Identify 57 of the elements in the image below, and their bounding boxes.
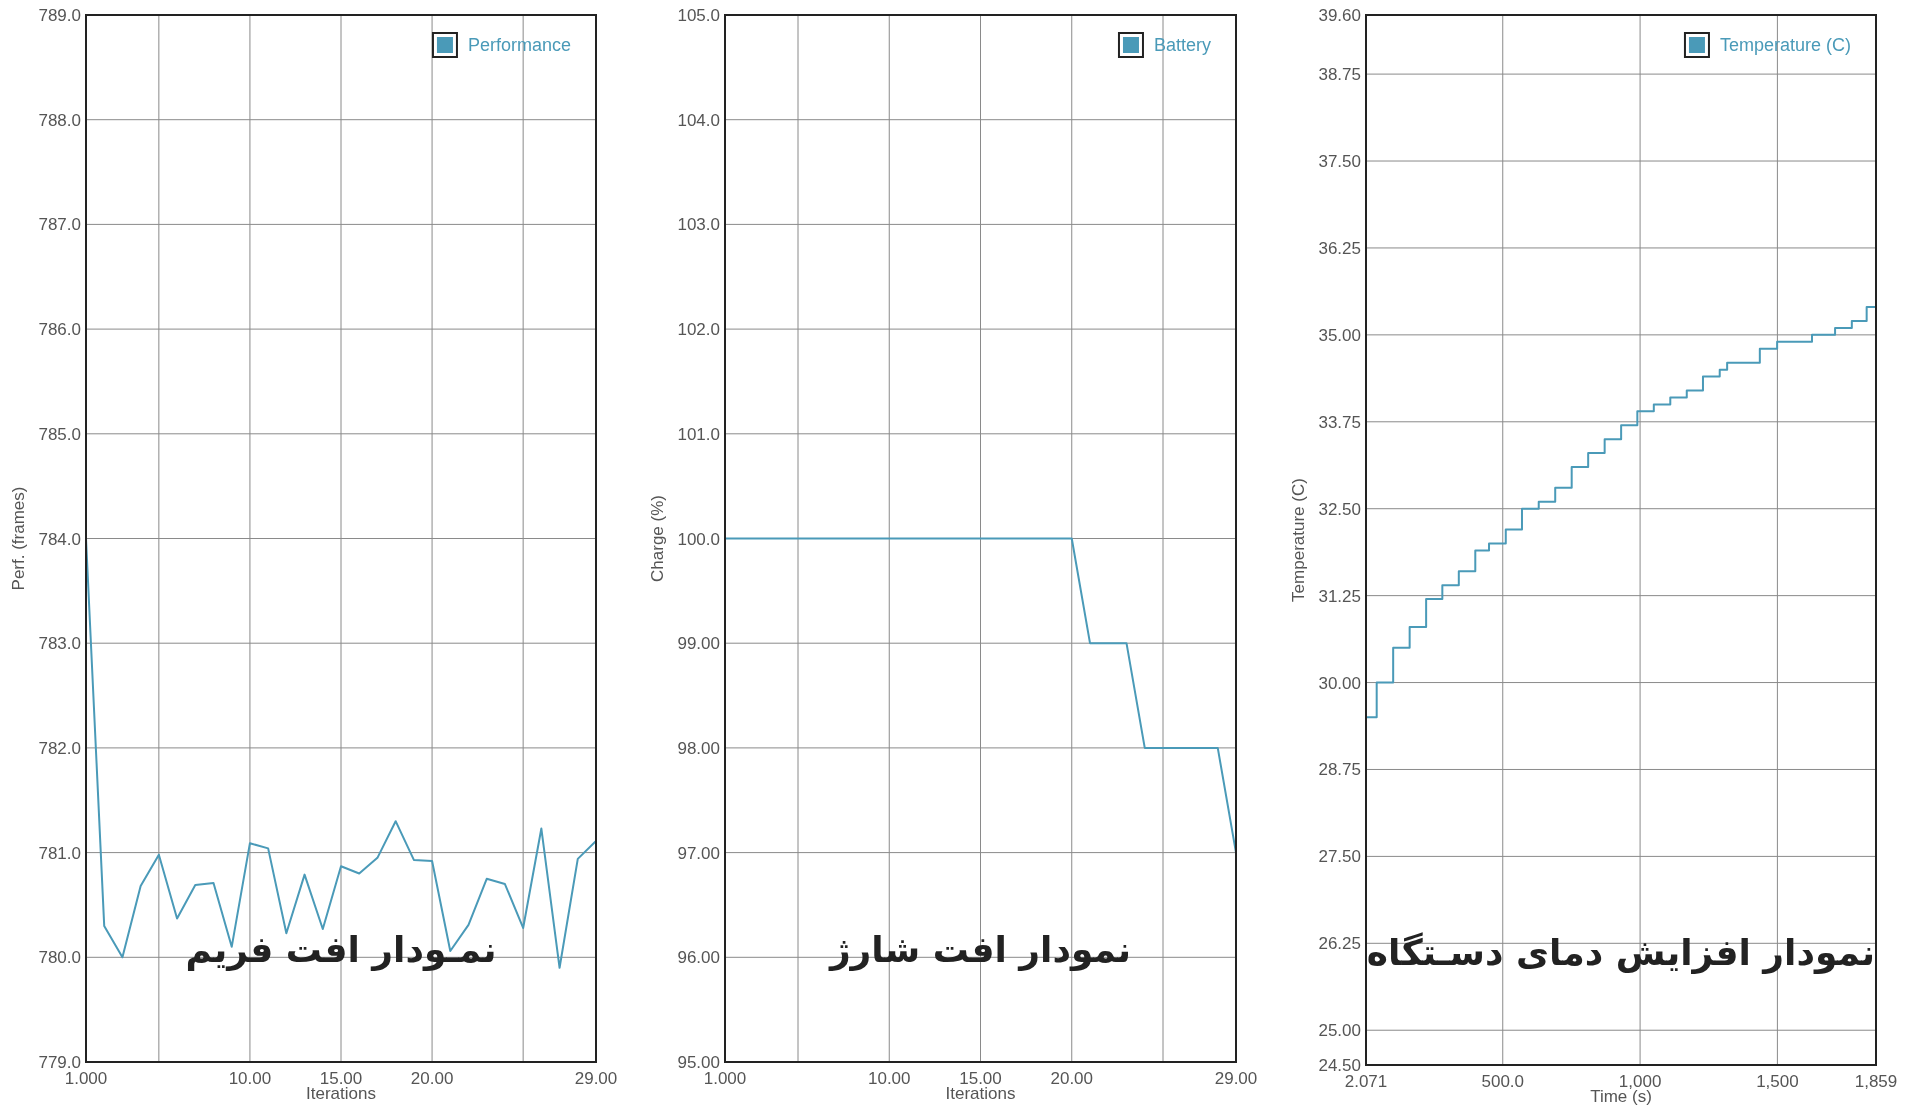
annotation: نمودار افزایش دمای دسـتگاه [1366,932,1876,974]
x-tick-label: 500.0 [1481,1072,1525,1091]
y-tick-label: 30.00 [1318,673,1361,693]
y-tick-label: 787.0 [38,215,81,235]
y-tick-label: 784.0 [38,529,81,549]
x-tick-label: 1,000 [1618,1072,1662,1091]
annotation: نمودار افت شارژ [827,929,1132,971]
y-tick-label: 788.0 [38,110,81,130]
y-tick-label: 102.0 [677,320,720,340]
y-tick-label: 24.50 [1318,1056,1361,1075]
y-tick-label: 782.0 [38,738,81,758]
legend-label: Performance [467,35,571,55]
y-tick-label: 99.00 [677,634,720,654]
y-tick-label: 39.60 [1318,6,1361,25]
y-tick-label: 37.50 [1318,152,1361,172]
y-axis-title: Charge (%) [648,495,667,582]
y-tick-label: 27.50 [1318,847,1361,867]
x-tick-label: 10.00 [228,1069,272,1088]
y-tick-label: 104.0 [677,110,720,130]
y-tick-label: 785.0 [38,424,81,444]
y-tick-label: 26.25 [1318,934,1361,954]
x-tick-label: 1,859 [1854,1072,1898,1091]
y-tick-label: 25.00 [1318,1021,1361,1041]
y-tick-label: 783.0 [38,634,81,654]
x-tick-label: 20.00 [1050,1069,1094,1088]
y-tick-label: 38.75 [1318,65,1361,85]
legend-label: Battery [1153,35,1211,55]
y-tick-label: 96.00 [677,948,720,968]
x-tick-label: 2.071 [1344,1072,1388,1091]
y-tick-label: 789.0 [38,6,81,25]
x-tick-label: 10.00 [867,1069,911,1088]
x-tick-label: 1.000 [64,1069,108,1088]
y-tick-label: 36.25 [1318,238,1361,258]
x-tick-label: 20.00 [410,1069,454,1088]
y-tick-label: 786.0 [38,320,81,340]
x-tick-label: 1,500 [1756,1072,1799,1091]
y-tick-label: 28.75 [1318,760,1361,780]
y-tick-label: 101.0 [677,424,720,444]
y-tick-label: 33.75 [1318,412,1361,432]
y-tick-label: 103.0 [677,215,720,235]
y-tick-label: 781.0 [38,843,81,863]
y-tick-label: 95.00 [677,1053,720,1072]
y-tick-label: 105.0 [677,6,720,25]
y-tick-label: 780.0 [38,948,81,968]
y-tick-label: 32.50 [1318,499,1361,519]
x-tick-label: 1.000 [703,1069,747,1088]
y-axis-title: Perf. (frames) [9,486,28,591]
annotation: نمـودار افت فریم [185,929,497,971]
y-tick-label: 97.00 [677,843,720,863]
y-tick-label: 98.00 [677,738,720,758]
y-tick-label: 100.0 [677,529,720,549]
y-tick-label: 779.0 [38,1053,81,1072]
y-tick-label: 31.25 [1318,586,1361,606]
y-tick-label: 35.00 [1318,325,1361,345]
x-tick-label: 29.00 [574,1069,618,1088]
y-axis-title: Temperature (C) [1289,478,1308,602]
x-tick-label: 29.00 [1214,1069,1258,1088]
